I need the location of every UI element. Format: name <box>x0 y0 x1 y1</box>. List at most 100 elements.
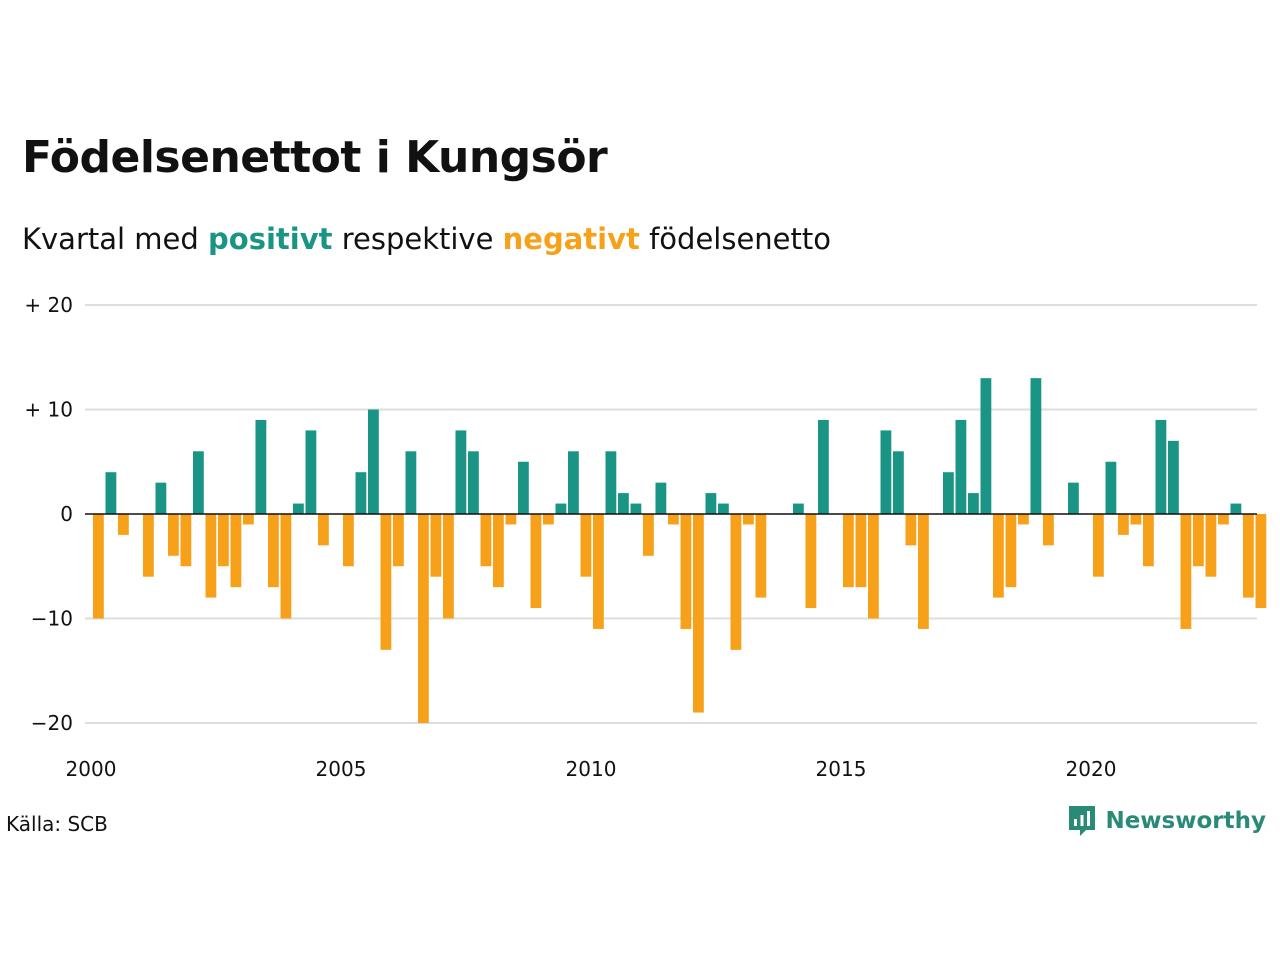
bar-2009K1: 2009K1: -1 <box>543 514 554 525</box>
bar-2001K4: 2001K4: -5 <box>180 514 192 567</box>
bar-2021K4: 2021K4: -11 <box>1180 514 1192 629</box>
bar-2001K2: 2001K2: 3 <box>155 482 167 514</box>
bar-2014K1: 2014K1: 1 <box>793 503 804 514</box>
brand-name: Newsworthy <box>1105 808 1266 834</box>
bar-2012K2: 2012K2: 2 <box>705 493 717 514</box>
bar-2011K3: 2011K3: -1 <box>668 514 679 525</box>
bar-2009K3: 2009K3: 6 <box>568 451 579 514</box>
subtitle-negative-word: negativt <box>502 222 640 256</box>
bar-2011K1: 2011K1: -4 <box>643 514 654 556</box>
bar-2006K2: 2006K2: 6 <box>405 451 417 514</box>
bar-2002K4: 2002K4: -7 <box>230 514 242 588</box>
y-tick-label: + 10 <box>24 398 73 422</box>
subtitle-middle: respektive <box>341 222 494 256</box>
bar-2023K1: 2023K1: -8 <box>1243 514 1254 598</box>
y-tick-label: −10 <box>31 607 73 631</box>
bar-2011K2: 2011K2: 3 <box>655 482 667 514</box>
bar-2022K2: 2022K2: -6 <box>1205 514 1217 577</box>
bar-2017K4: 2017K4: 13 <box>980 378 992 514</box>
bar-2021K2: 2021K2: 9 <box>1155 419 1167 514</box>
bar-2021K1: 2021K1: -5 <box>1143 514 1154 567</box>
bar-2019K1: 2019K1: -3 <box>1043 514 1054 546</box>
x-tick-label: 2005 <box>316 757 367 781</box>
bar-2008K3: 2008K3: 5 <box>518 461 529 514</box>
bar-2008K1: 2008K1: -7 <box>493 514 504 588</box>
bar-2003K2: 2003K2: 9 <box>255 419 267 514</box>
bar-2003K3: 2003K3: -7 <box>268 514 279 588</box>
bar-2000K3: 2000K3: -2 <box>118 514 129 535</box>
y-tick-label: 0 <box>60 502 73 526</box>
bar-2008K2: 2008K2: -1 <box>505 514 517 525</box>
subtitle-positive-word: positivt <box>208 222 333 256</box>
bar-2015K3: 2015K3: -10 <box>868 514 879 619</box>
bar-2015K2: 2015K2: -7 <box>855 514 867 588</box>
bar-2003K4: 2003K4: -10 <box>280 514 292 619</box>
y-tick-label: −20 <box>31 711 73 735</box>
newsworthy-logo-icon <box>1069 806 1096 836</box>
bar-2005K1: 2005K1: -5 <box>343 514 354 567</box>
bar-2002K3: 2002K3: -5 <box>218 514 229 567</box>
x-tick-label: 2000 <box>66 757 117 781</box>
bar-2001K1: 2001K1: -6 <box>143 514 154 577</box>
bar-2020K1: 2020K1: -6 <box>1093 514 1104 577</box>
subtitle-suffix: födelsenetto <box>649 222 831 256</box>
bar-2018K1: 2018K1: -8 <box>993 514 1004 598</box>
bar-2001K3: 2001K3: -4 <box>168 514 179 556</box>
bar-2022K3: 2022K3: -1 <box>1218 514 1229 525</box>
bars: 2000K1: -102000K2: 42000K3: -2 2001K1: -6… <box>93 378 1267 723</box>
bar-2008K4: 2008K4: -9 <box>530 514 542 609</box>
bar-2009K4: 2009K4: -6 <box>580 514 592 577</box>
bar-2000K1: 2000K1: -10 <box>93 514 104 619</box>
brand-logo: Newsworthy <box>1067 804 1266 838</box>
x-tick-label: 2020 <box>1066 757 1117 781</box>
bar-2012K1: 2012K1: -19 <box>693 514 704 713</box>
bar-2007K4: 2007K4: -5 <box>480 514 492 567</box>
bar-2007K3: 2007K3: 6 <box>468 451 479 514</box>
bar-2010K3: 2010K3: 2 <box>618 493 629 514</box>
bar-2005K4: 2005K4: -13 <box>380 514 392 650</box>
y-tick-label: + 20 <box>24 293 73 317</box>
bar-2004K1: 2004K1: 1 <box>293 503 304 514</box>
bar-2014K3: 2014K3: 9 <box>818 419 829 514</box>
chart-title: Födelsenettot i Kungsör <box>22 132 608 183</box>
bar-2010K4: 2010K4: 1 <box>630 503 642 514</box>
bar-2018K4: 2018K4: 13 <box>1030 378 1042 514</box>
bar-2016K1: 2016K1: 6 <box>893 451 904 514</box>
bar-2015K4: 2015K4: 8 <box>880 430 892 514</box>
bar-2007K2: 2007K2: 8 <box>455 430 467 514</box>
bar-2018K2: 2018K2: -7 <box>1005 514 1017 588</box>
bar-2016K3: 2016K3: -11 <box>918 514 929 629</box>
bar-2012K3: 2012K3: 1 <box>718 503 729 514</box>
bar-2006K1: 2006K1: -5 <box>393 514 404 567</box>
bar-2020K3: 2020K3: -2 <box>1118 514 1129 535</box>
bar-2002K2: 2002K2: -8 <box>205 514 217 598</box>
bar-2005K2: 2005K2: 4 <box>355 472 367 514</box>
bar-chart: 2000K1: -102000K2: 42000K3: -2 2001K1: -6… <box>24 293 1267 781</box>
bar-2016K2: 2016K2: -3 <box>905 514 917 546</box>
bar-2000K2: 2000K2: 4 <box>105 472 117 514</box>
x-tick-label: 2015 <box>816 757 867 781</box>
bar-2019K3: 2019K3: 3 <box>1068 482 1079 514</box>
bar-2017K3: 2017K3: 2 <box>968 493 979 514</box>
bar-2015K1: 2015K1: -7 <box>843 514 854 588</box>
bar-2009K2: 2009K2: 1 <box>555 503 567 514</box>
bar-2013K1: 2013K1: -1 <box>743 514 754 525</box>
bar-2010K2: 2010K2: 6 <box>605 451 617 514</box>
bar-2017K1: 2017K1: 4 <box>943 472 954 514</box>
bar-2006K3: 2006K3: -20 <box>418 514 429 723</box>
source-note: Källa: SCB <box>6 812 108 836</box>
bar-2006K4: 2006K4: -6 <box>430 514 442 577</box>
x-tick-label: 2010 <box>566 757 617 781</box>
bar-2005K3: 2005K3: 10 <box>368 409 379 514</box>
bar-2023K2: 2023K2: -9 <box>1255 514 1267 609</box>
chart-subtitle: Kvartal med positivt respektive negativt… <box>22 222 831 256</box>
bar-2021K3: 2021K3: 7 <box>1168 440 1179 514</box>
bar-2017K2: 2017K2: 9 <box>955 419 967 514</box>
bar-2018K3: 2018K3: -1 <box>1018 514 1029 525</box>
bar-2004K3: 2004K3: -3 <box>318 514 329 546</box>
bar-2002K1: 2002K1: 6 <box>193 451 204 514</box>
bar-2013K2: 2013K2: -8 <box>755 514 767 598</box>
bar-2020K2: 2020K2: 5 <box>1105 461 1117 514</box>
bar-2003K1: 2003K1: -1 <box>243 514 254 525</box>
axes: + 20 + 10 0 −10 −20 2000 2005 2010 2015 2020 <box>24 293 1257 781</box>
